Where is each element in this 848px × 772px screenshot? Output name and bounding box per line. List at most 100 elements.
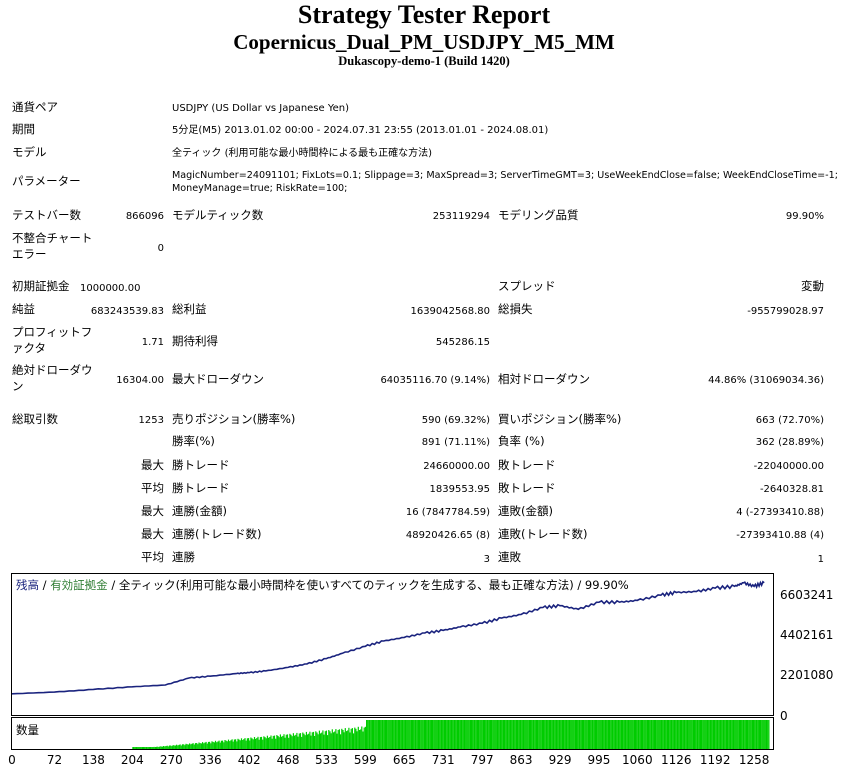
volume-bar <box>591 720 593 749</box>
volume-bar <box>586 720 588 749</box>
volume-bar <box>390 720 392 749</box>
volume-bar <box>282 735 284 749</box>
volume-bar <box>639 720 641 749</box>
volume-bar <box>328 730 330 749</box>
volume-chart-svg <box>132 720 770 749</box>
volume-bar <box>642 720 644 749</box>
volume-bar <box>434 720 436 749</box>
volume-bar <box>255 738 257 749</box>
volume-bar <box>539 720 541 749</box>
volume-bar <box>399 720 401 749</box>
volume-bar <box>643 720 645 749</box>
x-tick-label: 468 <box>276 753 300 767</box>
cons-loss-trades-label: 連敗(トレード数) <box>498 527 588 541</box>
volume-bar <box>138 747 140 749</box>
model-value: 全ティック (利用可能な最小時間枠による最も正確な方法) <box>172 148 433 159</box>
volume-bar <box>750 720 752 749</box>
volume-bar <box>491 720 493 749</box>
volume-bar <box>229 741 231 749</box>
volume-bar <box>269 737 271 749</box>
volume-bar <box>340 734 342 749</box>
bars-value: 866096 <box>125 211 164 222</box>
report-title: Strategy Tester Report <box>297 0 551 29</box>
volume-bar <box>400 720 402 749</box>
volume-bar <box>433 720 435 749</box>
volume-bar <box>350 728 352 749</box>
volume-bar <box>139 747 141 749</box>
cons-wins-money-label: 連勝(金額) <box>172 504 227 518</box>
volume-bar <box>599 720 601 749</box>
volume-bar <box>735 720 737 749</box>
volume-bar <box>298 733 300 749</box>
volume-bar <box>440 720 442 749</box>
volume-bar <box>407 720 409 749</box>
x-tick-label: 863 <box>509 753 533 767</box>
volume-bar <box>587 720 589 749</box>
volume-bar <box>688 720 690 749</box>
volume-bar <box>374 720 376 749</box>
volume-bar <box>555 720 558 749</box>
avg-win-label: 勝トレード <box>172 481 230 495</box>
volume-bar <box>681 720 683 749</box>
volume-bar <box>607 720 609 749</box>
x-tick-label: 270 <box>159 753 183 767</box>
volume-bar <box>259 737 261 749</box>
volume-bar <box>263 736 265 749</box>
volume-bar <box>530 720 532 749</box>
volume-bar <box>343 732 345 749</box>
x-tick-label: 1192 <box>699 753 731 767</box>
volume-bar <box>197 744 199 749</box>
volume-bar <box>660 720 663 749</box>
volume-bar <box>158 747 160 749</box>
volume-bar <box>554 720 556 749</box>
volume-bar <box>180 745 182 749</box>
volume-bar <box>685 720 687 749</box>
volume-bar <box>181 744 184 749</box>
volume-bar <box>487 720 489 749</box>
volume-bar <box>479 720 481 749</box>
volume-bar <box>294 735 296 749</box>
volume-bar <box>223 742 225 749</box>
volume-bar <box>380 720 382 749</box>
volume-bar <box>423 720 425 749</box>
volume-bar <box>550 720 552 749</box>
period-value: 5分足(M5) 2013.01.02 00:00 - 2024.07.31 23… <box>172 125 549 136</box>
volume-bar <box>716 720 718 749</box>
volume-bar <box>566 720 568 749</box>
cons-loss-money-label: 連敗(金額) <box>498 504 553 518</box>
volume-bar <box>426 720 428 749</box>
volume-bar <box>626 720 628 749</box>
volume-bar <box>386 720 388 749</box>
volume-bar <box>170 745 172 749</box>
volume-label: 数量 <box>16 723 39 737</box>
volume-bar <box>668 720 670 749</box>
long-positions-label: 買いポジション(勝率%) <box>498 412 622 426</box>
volume-bar <box>467 720 469 749</box>
volume-bar <box>209 741 211 749</box>
volume-bar <box>324 731 326 749</box>
volume-bar <box>696 720 698 749</box>
volume-bar <box>528 720 530 749</box>
volume-bar <box>308 733 310 749</box>
ticks-label: モデルティック数 <box>172 208 264 222</box>
volume-bar <box>585 720 587 749</box>
volume-bar <box>285 734 287 749</box>
volume-bar <box>577 720 579 749</box>
volume-bar <box>600 720 602 749</box>
volume-bar <box>271 738 273 749</box>
volume-bar <box>233 739 235 749</box>
volume-bar <box>561 720 563 749</box>
volume-bar <box>268 737 270 749</box>
volume-bar <box>499 720 501 749</box>
volume-bar <box>154 747 156 749</box>
volume-bar <box>531 720 533 749</box>
volume-bar <box>678 720 680 749</box>
volume-bar <box>373 720 375 749</box>
loss-pct-value: 362 (28.89%) <box>755 437 824 448</box>
x-tick-label: 599 <box>353 753 377 767</box>
x-tick-label: 1126 <box>660 753 692 767</box>
volume-bar <box>489 720 491 749</box>
volume-bar <box>747 720 749 749</box>
volume-bar <box>624 720 626 749</box>
volume-bar <box>518 720 520 749</box>
